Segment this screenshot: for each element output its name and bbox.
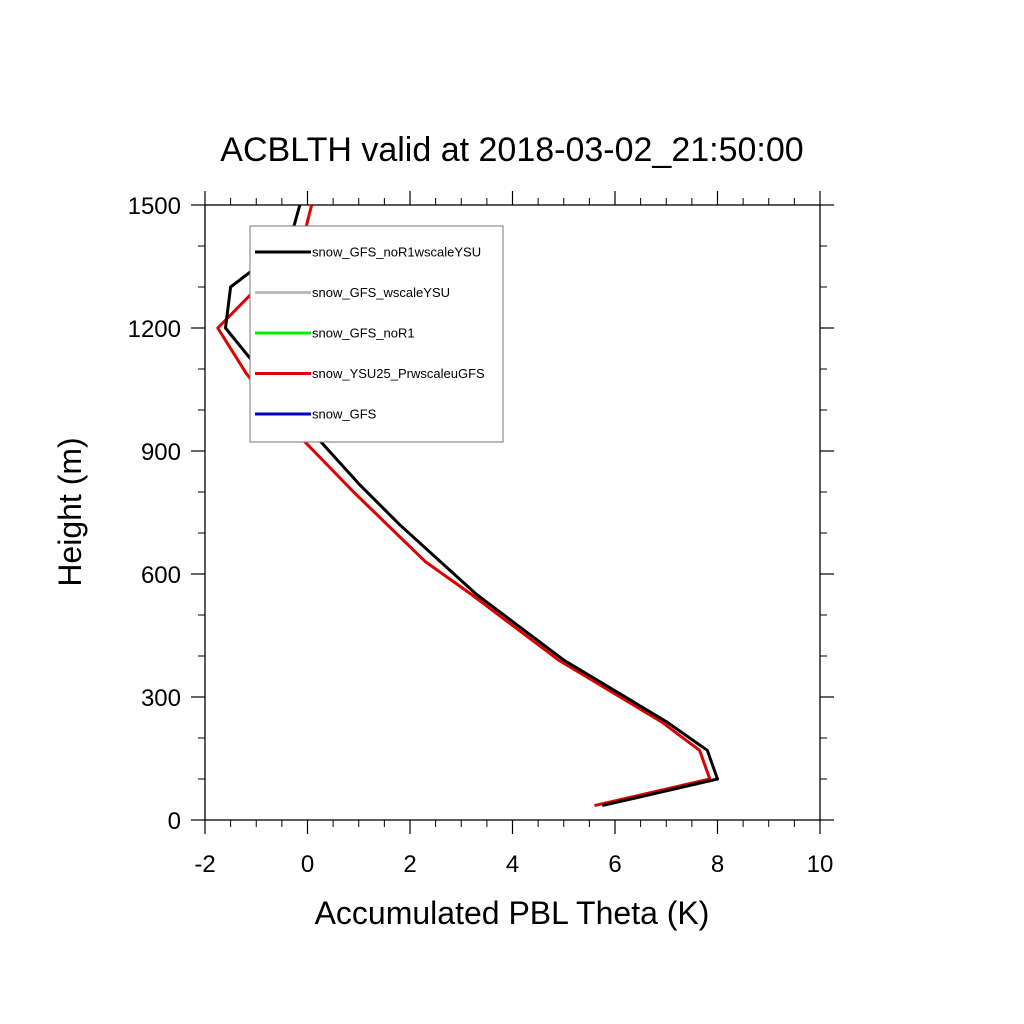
legend: snow_GFS_noR1wscaleYSU snow_GFS_wscaleYSU…	[249, 225, 504, 443]
legend-entry-2: snow_GFS_wscaleYSU	[312, 285, 450, 300]
series-line-4	[216, 204, 712, 808]
y-tick-label: 300	[141, 685, 181, 712]
x-axis-label: Accumulated PBL Theta (K)	[315, 895, 710, 931]
x-tick-label: 10	[807, 851, 834, 878]
series-line-1	[224, 204, 719, 808]
chart-title: ACBLTH valid at 2018-03-02_21:50:00	[220, 131, 803, 169]
x-tick-label: -2	[194, 851, 215, 878]
legend-entry-1: snow_GFS_noR1wscaleYSU	[312, 245, 481, 260]
x-tick-label: 8	[711, 851, 724, 878]
y-tick-label: 0	[168, 808, 181, 835]
x-tick-label: 2	[403, 851, 416, 878]
y-axis-label: Height (m)	[52, 437, 88, 586]
series-lines	[216, 204, 719, 808]
legend-entry-4: snow_YSU25_PrwscaleuGFS	[312, 366, 485, 381]
y-tick-label: 600	[141, 562, 181, 589]
y-tick-label: 1200	[128, 316, 181, 343]
x-tick-label: 6	[608, 851, 621, 878]
y-tick-label: 900	[141, 439, 181, 466]
x-tick-label: 4	[506, 851, 519, 878]
y-axis: 0 300 600 900 1200 1500	[128, 193, 834, 835]
x-axis: -2 0 2 4 6 8 10	[194, 191, 833, 878]
legend-entry-5: snow_GFS	[312, 407, 377, 422]
y-tick-label: 1500	[128, 193, 181, 220]
x-tick-label: 0	[301, 851, 314, 878]
legend-entry-3: snow_GFS_noR1	[312, 326, 415, 341]
